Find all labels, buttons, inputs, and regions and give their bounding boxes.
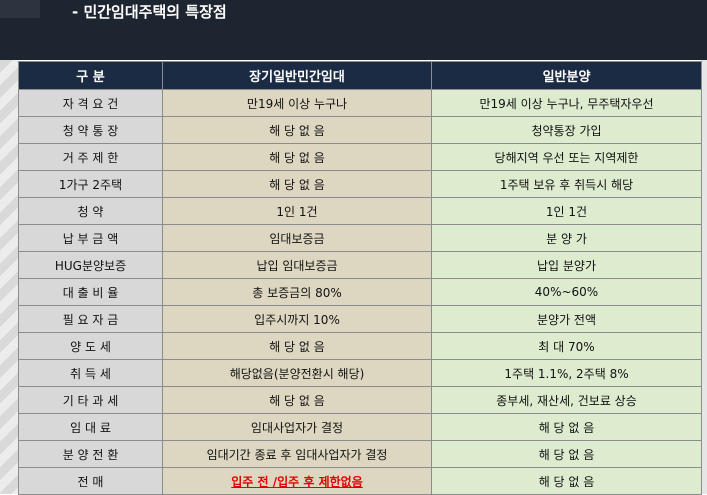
row-label: 청 약 xyxy=(18,197,163,225)
row-label: 납 부 금 액 xyxy=(18,224,163,252)
sale-value: 당해지역 우선 또는 지역제한 xyxy=(431,143,702,171)
sale-value: 청약통장 가입 xyxy=(431,116,702,144)
sale-value: 1주택 1.1%, 2주택 8% xyxy=(431,359,702,387)
rental-value: 해 당 없 음 xyxy=(162,170,432,198)
row-label: 1가구 2주택 xyxy=(18,170,163,198)
table-row: 임 대 료 임대사업자가 결정 해 당 없 음 xyxy=(18,413,702,441)
rental-value: 임대보증금 xyxy=(162,224,432,252)
sale-value: 해 당 없 음 xyxy=(431,440,702,468)
rental-value: 해당없음(분양전환시 해당) xyxy=(162,359,432,387)
rental-value: 해 당 없 음 xyxy=(162,143,432,171)
page-title: - 민간임대주택의 특장점 xyxy=(72,3,227,21)
sale-value: 해 당 없 음 xyxy=(431,413,702,441)
row-label: 기 타 과 세 xyxy=(18,386,163,414)
rental-value: 해 당 없 음 xyxy=(162,116,432,144)
sale-value: 해 당 없 음 xyxy=(431,467,702,495)
sale-value: 분양가 전액 xyxy=(431,305,702,333)
header-general-sale: 일반분양 xyxy=(431,61,702,90)
rental-value: 임대기간 종료 후 임대사업자가 결정 xyxy=(162,440,432,468)
rental-value: 해 당 없 음 xyxy=(162,386,432,414)
row-label: 전 매 xyxy=(18,467,163,495)
table-row: 청 약 통 장 해 당 없 음 청약통장 가입 xyxy=(18,116,702,144)
table-row: 분 양 전 환 임대기간 종료 후 임대사업자가 결정 해 당 없 음 xyxy=(18,440,702,468)
table-row: 기 타 과 세 해 당 없 음 종부세, 재산세, 건보료 상승 xyxy=(18,386,702,414)
table-header-row: 구 분 장기일반민간임대 일반분양 xyxy=(18,61,702,90)
header-long-term-rental: 장기일반민간임대 xyxy=(162,61,432,90)
table-row: 거 주 제 한 해 당 없 음 당해지역 우선 또는 지역제한 xyxy=(18,143,702,171)
sale-value: 1인 1건 xyxy=(431,197,702,225)
sale-value: 40%~60% xyxy=(431,278,702,306)
table-row: 대 출 비 율 총 보증금의 80% 40%~60% xyxy=(18,278,702,306)
rental-value: 납입 임대보증금 xyxy=(162,251,432,279)
left-decoration xyxy=(0,60,18,494)
header-category: 구 분 xyxy=(18,61,163,90)
table-row: 양 도 세 해 당 없 음 최 대 70% xyxy=(18,332,702,360)
sale-value: 최 대 70% xyxy=(431,332,702,360)
sale-value: 1주택 보유 후 취득시 해당 xyxy=(431,170,702,198)
table-row: 필 요 자 금 입주시까지 10% 분양가 전액 xyxy=(18,305,702,333)
row-label: 양 도 세 xyxy=(18,332,163,360)
row-label: 분 양 전 환 xyxy=(18,440,163,468)
table-row: HUG분양보증 납입 임대보증금 납입 분양가 xyxy=(18,251,702,279)
row-label: HUG분양보증 xyxy=(18,251,163,279)
sale-value: 납입 분양가 xyxy=(431,251,702,279)
table-row: 전 매 입주 전 /입주 후 제한없음 해 당 없 음 xyxy=(18,467,702,495)
row-label: 임 대 료 xyxy=(18,413,163,441)
rental-value: 만19세 이상 누구나 xyxy=(162,89,432,117)
table-row: 1가구 2주택 해 당 없 음 1주택 보유 후 취득시 해당 xyxy=(18,170,702,198)
header-band xyxy=(0,0,707,60)
row-label: 자 격 요 건 xyxy=(18,89,163,117)
row-label: 대 출 비 율 xyxy=(18,278,163,306)
table-row: 자 격 요 건 만19세 이상 누구나 만19세 이상 누구나, 무주택자우선 xyxy=(18,89,702,117)
header-accent xyxy=(0,0,40,18)
rental-value: 입주시까지 10% xyxy=(162,305,432,333)
resale-restriction-highlight: 입주 전 /입주 후 제한없음 xyxy=(162,467,432,495)
comparison-table-wrapper: 구 분 장기일반민간임대 일반분양 자 격 요 건 만19세 이상 누구나 만1… xyxy=(18,61,702,495)
row-label: 청 약 통 장 xyxy=(18,116,163,144)
rental-value: 총 보증금의 80% xyxy=(162,278,432,306)
row-label: 취 득 세 xyxy=(18,359,163,387)
table-row: 청 약 1인 1건 1인 1건 xyxy=(18,197,702,225)
table-row: 납 부 금 액 임대보증금 분 양 가 xyxy=(18,224,702,252)
table-row: 취 득 세 해당없음(분양전환시 해당) 1주택 1.1%, 2주택 8% xyxy=(18,359,702,387)
sale-value: 종부세, 재산세, 건보료 상승 xyxy=(431,386,702,414)
right-decoration xyxy=(701,60,707,494)
rental-value: 1인 1건 xyxy=(162,197,432,225)
comparison-table: 구 분 장기일반민간임대 일반분양 자 격 요 건 만19세 이상 누구나 만1… xyxy=(18,61,702,495)
sale-value: 만19세 이상 누구나, 무주택자우선 xyxy=(431,89,702,117)
rental-value: 임대사업자가 결정 xyxy=(162,413,432,441)
row-label: 필 요 자 금 xyxy=(18,305,163,333)
row-label: 거 주 제 한 xyxy=(18,143,163,171)
sale-value: 분 양 가 xyxy=(431,224,702,252)
rental-value: 해 당 없 음 xyxy=(162,332,432,360)
